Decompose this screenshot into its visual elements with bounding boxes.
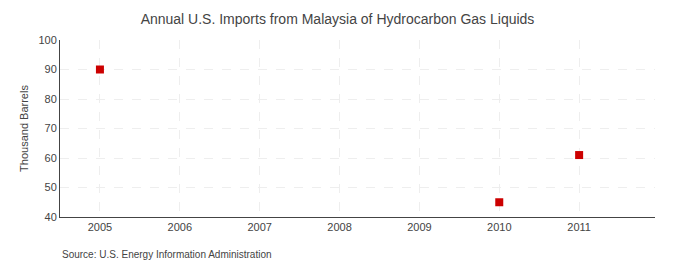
svg-text:Source: U.S. Energy Informatio: Source: U.S. Energy Information Administ… [62,249,272,260]
svg-text:2006: 2006 [168,221,192,233]
svg-text:Thousand Barrels: Thousand Barrels [18,85,30,172]
svg-text:80: 80 [45,93,57,105]
svg-text:50: 50 [45,181,57,193]
svg-text:2007: 2007 [247,221,271,233]
svg-text:2011: 2011 [567,221,591,233]
svg-text:100: 100 [38,34,56,46]
svg-text:2008: 2008 [327,221,351,233]
svg-text:70: 70 [45,122,57,134]
svg-text:Annual U.S. Imports from Malay: Annual U.S. Imports from Malaysia of Hyd… [141,11,535,27]
svg-text:90: 90 [45,63,57,75]
svg-text:2010: 2010 [487,221,511,233]
svg-text:2009: 2009 [407,221,431,233]
svg-text:2005: 2005 [88,221,112,233]
svg-text:40: 40 [45,211,57,223]
svg-text:60: 60 [45,152,57,164]
